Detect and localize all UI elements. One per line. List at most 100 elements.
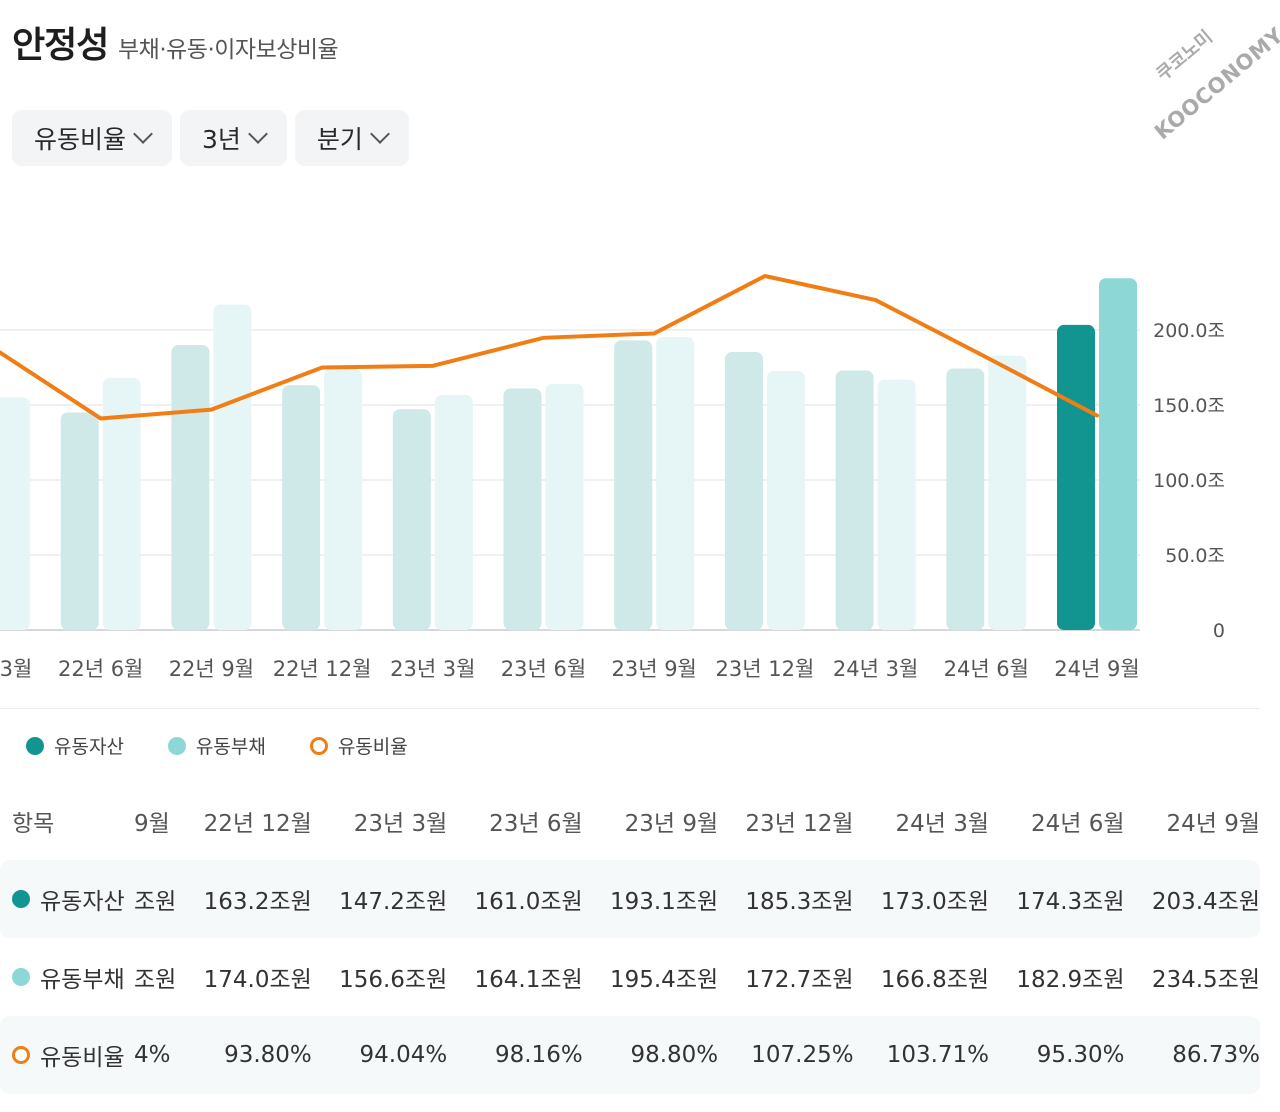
- table-header-cell: 23년 9월: [624, 811, 719, 837]
- table-header-cell: 23년 12월: [745, 811, 854, 837]
- x-tick-label: 22년 6월: [58, 657, 143, 681]
- metric-filter-dropdown[interactable]: 유동비율: [12, 110, 173, 166]
- bar-liability: [877, 379, 916, 630]
- period-filter-dropdown[interactable]: 3년: [180, 110, 287, 166]
- table-cell: 234.5조원: [1151, 967, 1260, 993]
- chevron-down-icon: [248, 124, 268, 144]
- ratio-line: [0, 274, 1099, 421]
- table-cell: 174.0조원: [203, 967, 312, 993]
- x-tick-label: 23년 12월: [716, 657, 815, 681]
- ratio-ring-icon: [12, 1046, 30, 1064]
- table-cell: 172.7조원: [745, 967, 854, 993]
- bar-liability: [0, 397, 30, 630]
- legend-label: 유동자산: [54, 736, 124, 758]
- bar-liability: [988, 355, 1027, 630]
- legend-item-ratio[interactable]: 유동비율: [309, 732, 408, 759]
- table-cell: 98.80%: [582, 1016, 719, 1094]
- x-tick-label: 24년 3월: [833, 657, 918, 681]
- liability-dot-icon: [167, 736, 186, 755]
- x-tick-label: 3월: [0, 657, 32, 681]
- bar-asset: [503, 388, 542, 630]
- table-cell: 203.4조원: [1124, 860, 1260, 938]
- table-cell: 조원: [134, 860, 177, 938]
- table-cell: 93.80%: [176, 1016, 312, 1094]
- x-tick-label: 23년 3월: [390, 657, 475, 681]
- table-row: 유동자산 조원 163.2조원 147.2조원 161.0조원 193.1조원 …: [0, 860, 1260, 938]
- row-label: 유동자산: [40, 889, 125, 915]
- bar-liability: [545, 383, 584, 630]
- bar-liability: [324, 369, 363, 630]
- table-cell: 173.0조원: [853, 860, 990, 938]
- period-filter-label: 3년: [202, 125, 241, 154]
- legend-item-asset[interactable]: 유동자산: [26, 732, 124, 759]
- y-tick-label: 200.0조: [1153, 320, 1225, 342]
- bar-asset: [724, 352, 763, 630]
- page-subtitle: 부채·유동·이자보상비율: [118, 37, 339, 63]
- page-title: 안정성: [12, 25, 109, 66]
- metric-filter-label: 유동비율: [34, 125, 127, 154]
- bar-asset: [614, 340, 653, 630]
- table-cell: 164.1조원: [474, 967, 583, 993]
- y-tick-label: 150.0조: [1153, 395, 1225, 417]
- liability-dot-icon: [12, 968, 30, 986]
- chevron-down-icon: [370, 124, 390, 144]
- bar-asset: [946, 368, 985, 630]
- x-tick-label: 23년 6월: [501, 657, 586, 681]
- table-header-cell: 23년 6월: [489, 811, 583, 837]
- table-cell: 103.71%: [853, 1016, 990, 1094]
- table-cell: 98.16%: [447, 1016, 583, 1094]
- liquidity-chart: 0 50.0조 100.0조 150.0조 200.0조 3월 22년 6월 22년 9월 22…: [0, 274, 1225, 681]
- table-header-cell: 22년 12월: [203, 811, 312, 837]
- table-cell: 166.8조원: [880, 967, 990, 993]
- table-cell: 4%: [134, 1016, 177, 1094]
- x-tick-label: 24년 9월: [1054, 657, 1139, 681]
- table-cell: 163.2조원: [176, 860, 312, 938]
- interval-filter-dropdown[interactable]: 분기: [294, 110, 409, 166]
- table-header-cell: 23년 3월: [353, 811, 448, 837]
- x-tick-label: 24년 6월: [944, 657, 1029, 681]
- bar-liability: [434, 395, 473, 630]
- table-header-cell: 24년 6월: [1030, 811, 1125, 837]
- bar-asset: [392, 409, 431, 630]
- ratio-ring-icon: [309, 736, 328, 755]
- table-header-row: 항목 9월 22년 12월 23년 3월 23년 6월 23년 9월 23년 1…: [0, 782, 1260, 860]
- table-cell: 161.0조원: [447, 860, 583, 938]
- data-table: 항목 9월 22년 12월 23년 3월 23년 6월 23년 9월 23년 1…: [0, 782, 1260, 1094]
- table-row: 유동부채 조원 174.0조원 156.6조원 164.1조원 195.4조원 …: [0, 938, 1260, 1016]
- table-header-item: 항목: [12, 811, 55, 837]
- x-tick-label: 22년 12월: [273, 657, 372, 681]
- divider: [0, 708, 1260, 709]
- table-cell: 185.3조원: [718, 860, 854, 938]
- table-row: 유동비율 4% 93.80% 94.04% 98.16% 98.80% 107.…: [0, 1016, 1260, 1094]
- table-header-partial: 9월: [134, 811, 170, 837]
- asset-dot-icon: [12, 890, 30, 908]
- table-cell: 182.9조원: [1016, 967, 1125, 993]
- table-cell: 147.2조원: [311, 860, 448, 938]
- bar-liability: [766, 370, 805, 630]
- bar-liability: [1099, 278, 1137, 630]
- bar-liability: [656, 336, 695, 630]
- bar-liability: [102, 378, 141, 630]
- table-cell: 95.30%: [989, 1016, 1125, 1094]
- x-tick-label: 23년 9월: [611, 657, 696, 681]
- legend-label: 유동비율: [337, 736, 408, 758]
- bar-asset: [171, 345, 210, 630]
- table-cell: 195.4조원: [609, 967, 719, 993]
- row-label: 유동부채: [40, 967, 125, 993]
- y-tick-label: 0: [1213, 620, 1225, 642]
- x-tick-label: 22년 9월: [169, 657, 254, 681]
- bar-asset: [60, 412, 99, 630]
- bar-asset: [282, 385, 321, 630]
- filter-bar: 유동비율 3년 분기: [12, 110, 409, 166]
- bar-liability: [213, 304, 252, 630]
- table-header-cell: 24년 3월: [895, 811, 990, 837]
- interval-filter-label: 분기: [316, 125, 363, 154]
- legend-label: 유동부채: [195, 736, 266, 758]
- table-cell: 94.04%: [311, 1016, 448, 1094]
- bar-asset: [835, 370, 874, 630]
- legend-item-liability[interactable]: 유동부채: [167, 732, 266, 759]
- table-cell: 193.1조원: [582, 860, 719, 938]
- table-header-cell: 24년 9월: [1166, 811, 1260, 837]
- table-cell: 86.73%: [1124, 1016, 1260, 1094]
- chevron-down-icon: [133, 124, 153, 144]
